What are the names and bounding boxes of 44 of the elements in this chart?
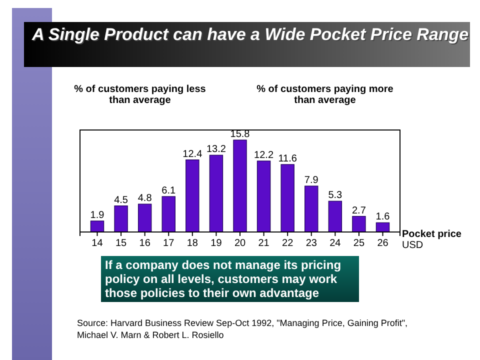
data-label: 7.9 — [304, 175, 319, 186]
bar — [233, 140, 247, 232]
data-label: 4.5 — [114, 194, 128, 206]
x-tick-label: 19 — [210, 238, 222, 250]
x-tick-label: 16 — [139, 238, 151, 250]
data-label: 13.2 — [206, 144, 226, 156]
source-note: Source: Harvard Business Review Sep-Oct 1992, "Managing Price, Gaining Profit", Michael V. Marn & Robert L. Rosiello — [77, 317, 409, 341]
bar — [376, 222, 390, 232]
x-tick-label: 18 — [186, 238, 198, 250]
data-label: 4.8 — [138, 193, 152, 204]
x-tick-label: 20 — [234, 238, 246, 250]
bar — [209, 154, 224, 232]
bar — [186, 159, 200, 232]
bar — [352, 216, 366, 232]
data-label: 6.1 — [162, 185, 176, 196]
data-label: 11.6 — [278, 153, 298, 164]
bar — [162, 196, 176, 232]
bar — [90, 220, 104, 232]
data-label: 12.2 — [254, 150, 274, 161]
data-label: 2.7 — [352, 205, 366, 216]
x-tick-label: 25 — [353, 238, 365, 250]
data-label: 1.9 — [90, 210, 105, 221]
bar — [138, 204, 152, 232]
bar — [304, 186, 318, 232]
chart-title: A Single Product can have a Wide Pocket Price Range — [24, 22, 470, 67]
x-tick-label: 22 — [282, 238, 294, 250]
bar — [328, 200, 342, 232]
data-label: 1.6 — [376, 212, 390, 223]
x-tick-label: 15 — [115, 238, 128, 250]
bar — [114, 205, 128, 232]
x-tick-label: 14 — [92, 238, 104, 250]
x-tick-label: 26 — [377, 238, 389, 250]
text: If a company does not manage its pricing policy on all levels, customers may work those policies to their own advantage — [101, 256, 359, 302]
x-tick-label: 23 — [306, 238, 318, 250]
x-tick-label: 24 — [330, 238, 342, 250]
bar — [280, 164, 294, 232]
text: % of customers paying less than average — [73, 84, 207, 106]
text: % of customers paying more than average — [256, 84, 394, 106]
x-axis-title: Pocket price USD — [402, 229, 462, 251]
data-label: 12.4 — [182, 148, 203, 160]
data-label: 5.3 — [328, 190, 343, 202]
x-tick-label: 17 — [163, 238, 175, 250]
x-tick-label: 21 — [258, 238, 270, 250]
bar — [256, 160, 271, 232]
